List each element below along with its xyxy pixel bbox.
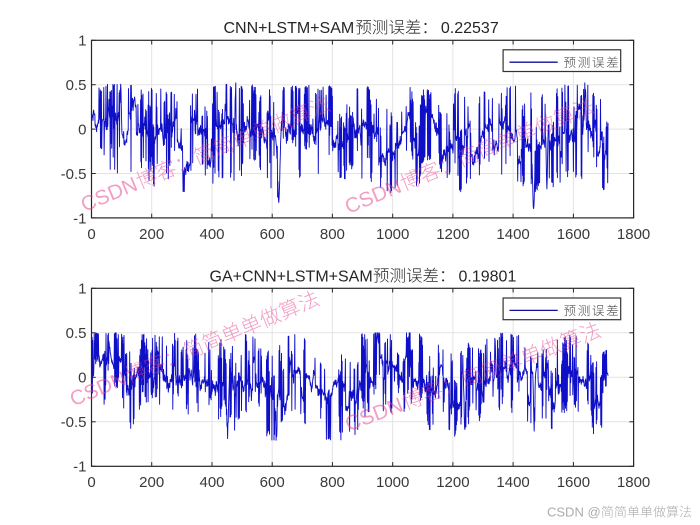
svg-text:0: 0	[78, 122, 86, 139]
svg-text:-1: -1	[73, 210, 86, 227]
svg-text:800: 800	[320, 474, 345, 491]
svg-text:1600: 1600	[557, 226, 590, 243]
svg-text:0.19801: 0.19801	[459, 268, 517, 285]
svg-text:1000: 1000	[376, 226, 409, 243]
svg-text:1: 1	[78, 33, 86, 50]
svg-text:1400: 1400	[496, 474, 529, 491]
svg-text:1200: 1200	[436, 474, 469, 491]
svg-text:1400: 1400	[496, 226, 529, 243]
svg-text:400: 400	[199, 226, 224, 243]
svg-text:-0.5: -0.5	[61, 414, 87, 431]
svg-text:0: 0	[87, 226, 95, 243]
svg-text:1200: 1200	[436, 226, 469, 243]
svg-text:1: 1	[78, 281, 86, 298]
svg-text:0.5: 0.5	[66, 325, 87, 342]
svg-text:0: 0	[87, 474, 95, 491]
svg-text:CSDN @: CSDN @	[547, 505, 601, 520]
svg-text:-0.5: -0.5	[61, 166, 87, 183]
svg-text:1800: 1800	[617, 226, 650, 243]
svg-text:0.5: 0.5	[66, 77, 87, 94]
svg-text:1600: 1600	[557, 474, 590, 491]
svg-text:800: 800	[320, 226, 345, 243]
svg-text:600: 600	[260, 474, 285, 491]
svg-text:0.22537: 0.22537	[441, 20, 499, 37]
svg-text:200: 200	[139, 474, 164, 491]
svg-text:600: 600	[260, 226, 285, 243]
svg-text:CNN+LSTM+SAM: CNN+LSTM+SAM	[224, 20, 355, 37]
svg-text:0: 0	[78, 370, 86, 387]
svg-text:1000: 1000	[376, 474, 409, 491]
svg-text:200: 200	[139, 226, 164, 243]
svg-text:400: 400	[199, 474, 224, 491]
svg-text:-1: -1	[73, 459, 86, 476]
svg-text:1800: 1800	[617, 474, 650, 491]
svg-text:GA+CNN+LSTM+SAM: GA+CNN+LSTM+SAM	[210, 268, 373, 285]
